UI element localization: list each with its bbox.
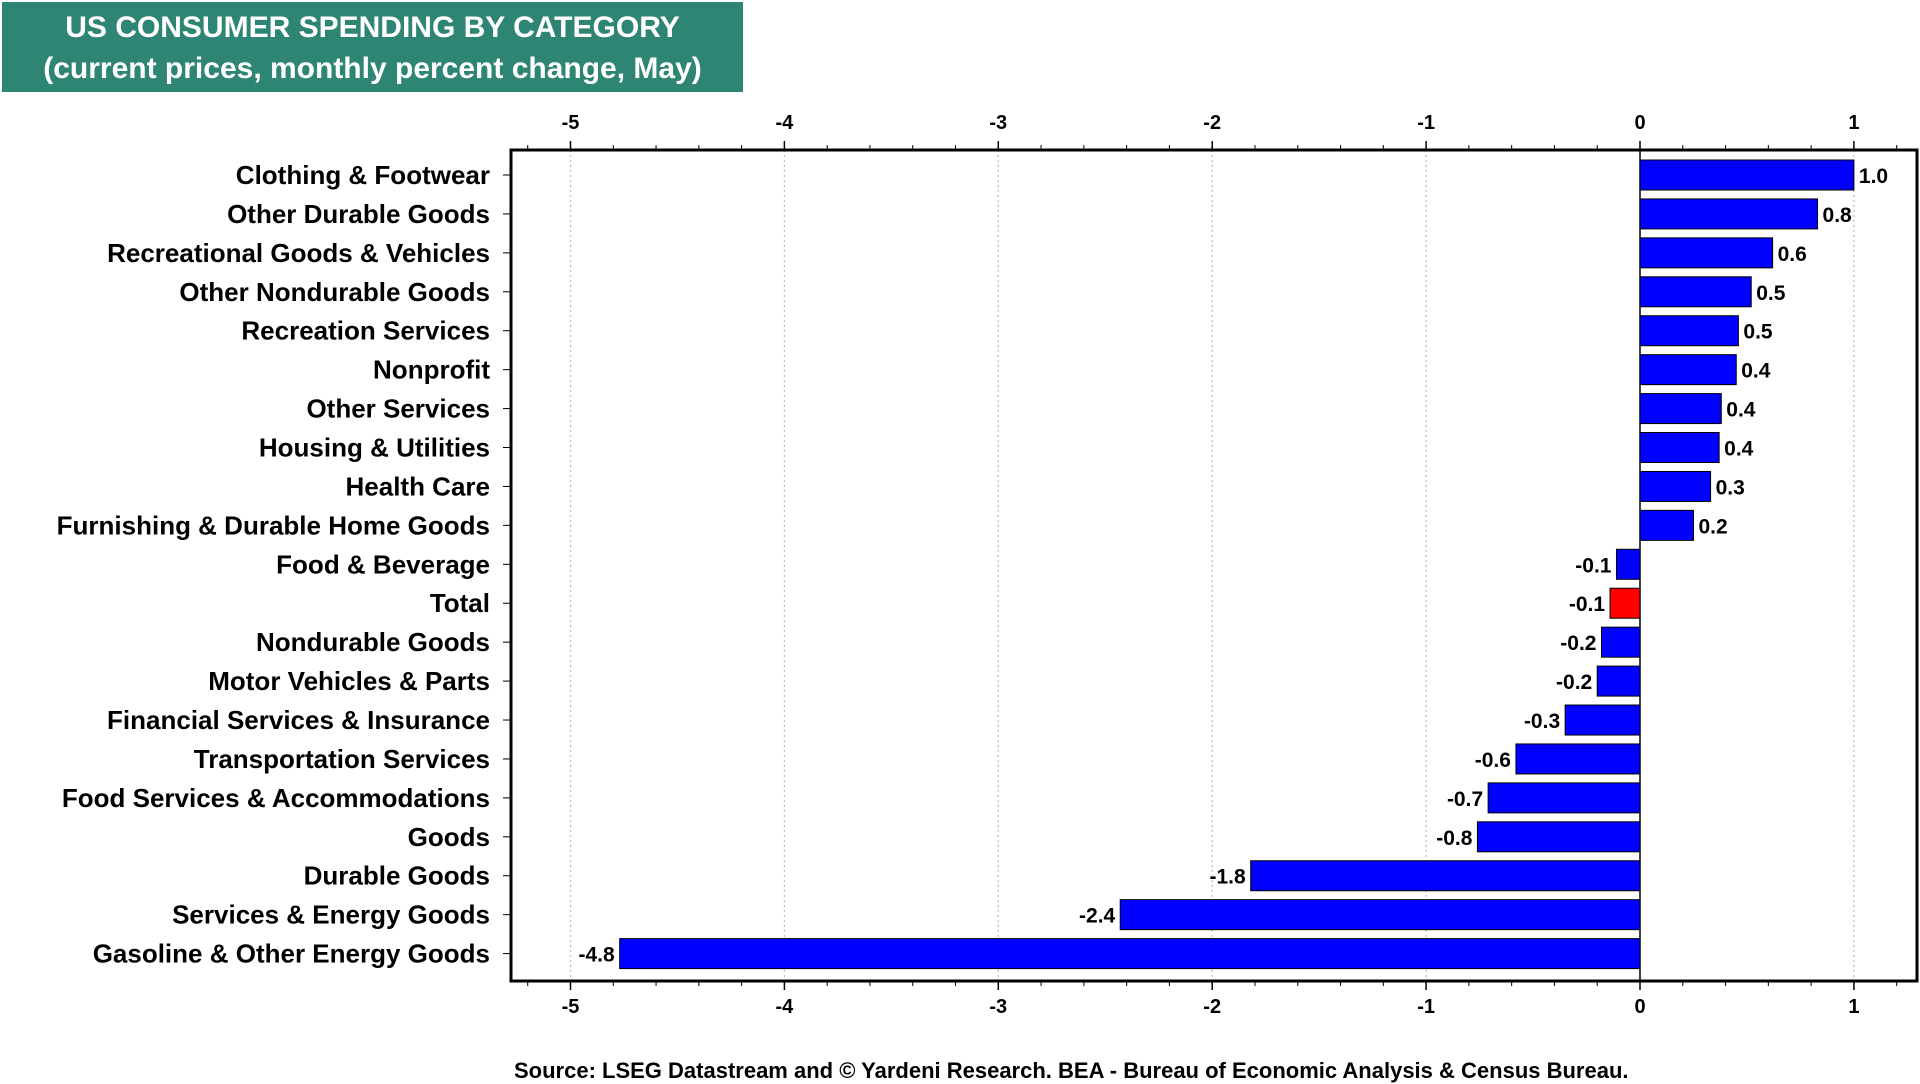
x-tick-label-top: 0 (1634, 112, 1645, 134)
value-label: -1.8 (1210, 866, 1247, 889)
bar (1596, 665, 1641, 697)
category-label: Recreation Services (241, 316, 490, 346)
value-label: -4.8 (579, 944, 616, 967)
x-tick-label-bottom: 1 (1848, 996, 1859, 1018)
category-label: Other Durable Goods (227, 199, 490, 229)
category-label: Food Services & Accommodations (62, 783, 490, 813)
category-label: Recreational Goods & Vehicles (107, 238, 490, 268)
bar (1639, 315, 1739, 347)
category-label: Furnishing & Durable Home Goods (57, 510, 490, 540)
category-label: Total (430, 588, 490, 618)
bars (619, 159, 1855, 970)
chart-title-box: US CONSUMER SPENDING BY CATEGORY (curren… (2, 2, 743, 92)
value-label: 0.4 (1726, 399, 1756, 422)
value-label: -2.4 (1079, 905, 1116, 928)
value-label: 0.3 (1716, 476, 1745, 499)
value-label: -0.8 (1436, 827, 1473, 850)
chart-title: US CONSUMER SPENDING BY CATEGORY (65, 11, 680, 44)
x-tick-label-top: -5 (562, 112, 580, 134)
value-label: -0.7 (1447, 788, 1483, 811)
bar (1609, 587, 1641, 619)
x-tick-label-bottom: -4 (776, 996, 795, 1018)
value-label: 0.8 (1823, 204, 1853, 227)
bar (1639, 509, 1694, 541)
x-tick-label-top: -2 (1203, 112, 1221, 134)
bar (1639, 432, 1720, 464)
bar (1639, 470, 1712, 502)
bar (1639, 393, 1722, 425)
bar (1476, 821, 1641, 853)
value-label: -0.6 (1475, 749, 1511, 772)
bar (1600, 626, 1641, 658)
bar (1639, 159, 1855, 191)
bar (1250, 860, 1641, 892)
x-tick-label-top: -3 (989, 112, 1007, 134)
chart-subtitle: (current prices, monthly percent change,… (43, 52, 702, 85)
bar (1515, 743, 1641, 775)
category-label: Food & Beverage (276, 549, 490, 579)
value-label: 0.2 (1698, 515, 1727, 538)
value-labels: 1.0 0.8 0.6 0.5 0.5 0.4 0.4 0.4 0.3 0.2 -0.1 -0.1 -0… (579, 165, 1889, 967)
source-note: Source: LSEG Datastream and © Yardeni Re… (514, 1058, 1629, 1083)
category-label: Gasoline & Other Energy Goods (93, 939, 490, 969)
bar (1564, 704, 1641, 736)
category-label: Motor Vehicles & Parts (208, 666, 490, 696)
category-label: Housing & Utilities (259, 433, 490, 463)
value-label: -0.2 (1556, 671, 1592, 694)
bar (1119, 899, 1641, 931)
value-label: -0.1 (1569, 593, 1606, 616)
category-labels: Clothing & Footwear Other Durable Goods Re… (57, 160, 511, 969)
value-label: 0.4 (1741, 360, 1771, 383)
category-label: Transportation Services (194, 744, 490, 774)
category-label: Health Care (346, 471, 491, 501)
value-label: 0.4 (1724, 438, 1754, 461)
x-tick-label-bottom: -5 (562, 996, 580, 1018)
bar (1615, 548, 1641, 580)
category-label: Financial Services & Insurance (107, 705, 490, 735)
x-tick-label-top: -1 (1417, 112, 1435, 134)
value-label: -0.1 (1575, 554, 1612, 577)
bar (1639, 354, 1737, 386)
category-label: Other Services (306, 394, 490, 424)
bar (1639, 237, 1774, 269)
value-label: 1.0 (1859, 165, 1888, 188)
x-axis: -5 -5 -4 -4 -3 -3 -2 -2 -1 -1 0 0 1 1 (562, 112, 1860, 1018)
category-label: Other Nondurable Goods (179, 277, 490, 307)
category-label: Nonprofit (373, 355, 490, 385)
bar (1639, 276, 1752, 308)
category-label: Durable Goods (304, 861, 490, 891)
bar (619, 938, 1641, 970)
gridlines (569, 150, 1855, 981)
x-tick-label-top: 1 (1848, 112, 1859, 134)
value-label: 0.5 (1743, 321, 1773, 344)
value-label: -0.2 (1560, 632, 1596, 655)
category-label: Goods (408, 822, 490, 852)
x-tick-label-bottom: 0 (1634, 996, 1645, 1018)
bar (1639, 198, 1819, 230)
category-label: Services & Energy Goods (172, 900, 490, 930)
value-label: 0.6 (1778, 243, 1807, 266)
x-tick-label-bottom: -2 (1203, 996, 1221, 1018)
x-tick-label-bottom: -1 (1417, 996, 1435, 1018)
x-tick-label-bottom: -3 (989, 996, 1007, 1018)
category-label: Nondurable Goods (256, 627, 490, 657)
plot-frame (509, 148, 1919, 983)
x-tick-label-top: -4 (776, 112, 795, 134)
bar (1487, 782, 1641, 814)
value-label: 0.5 (1756, 282, 1786, 305)
value-label: -0.3 (1524, 710, 1560, 733)
category-label: Clothing & Footwear (236, 160, 490, 190)
